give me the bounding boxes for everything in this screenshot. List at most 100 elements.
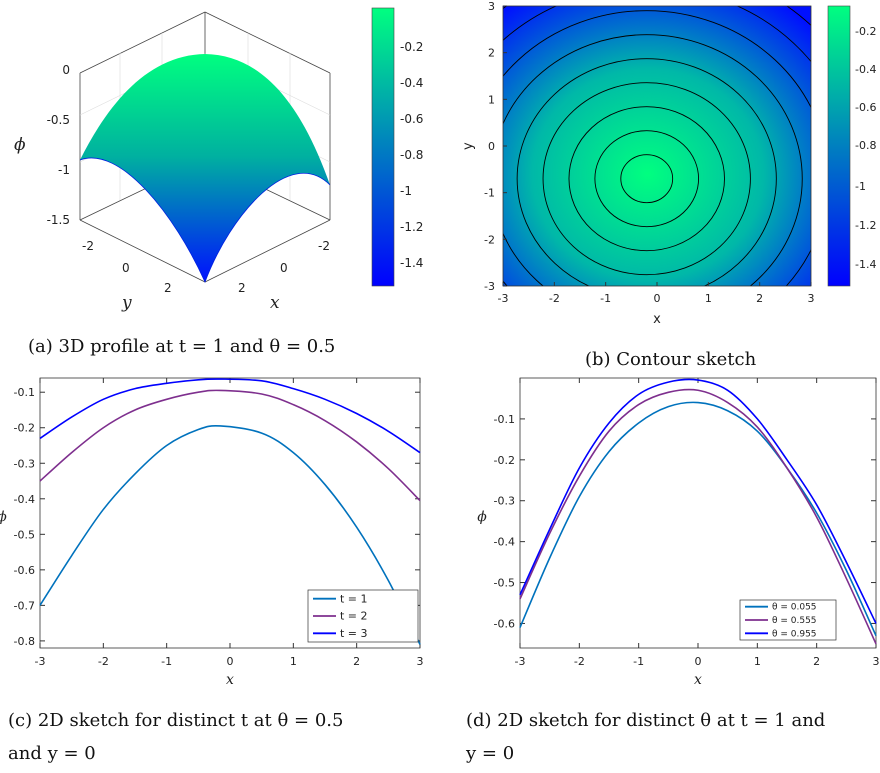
panel-a-surface: 0 -0.5 -1 -1.5 ϕ -2 0 2 y 2 0 -2 x -0.2 … bbox=[14, 7, 423, 357]
colorbar-tick: -0.8 bbox=[855, 139, 876, 152]
y-axis-label: ϕ bbox=[477, 509, 487, 525]
contour-fill bbox=[503, 6, 811, 286]
x-tick-label: 3 bbox=[873, 655, 880, 668]
y-tick-label: -0.3 bbox=[494, 495, 515, 508]
series-line bbox=[39, 389, 421, 502]
colorbar-tick: -1 bbox=[400, 184, 412, 198]
contour-line bbox=[503, 10, 811, 286]
x-tick-label: 0 bbox=[227, 655, 234, 668]
x-tick-label: 0 bbox=[280, 261, 288, 275]
y-tick-label: -0.2 bbox=[14, 422, 35, 435]
legend-entry: θ = 0.055 bbox=[772, 603, 817, 613]
y-tick-label: -2 bbox=[82, 239, 94, 253]
x-tick-label: 1 bbox=[754, 655, 761, 668]
contour-line bbox=[620, 154, 674, 204]
colorbar-b bbox=[827, 5, 851, 287]
x-tick-label: 3 bbox=[808, 292, 815, 305]
colorbar-tick: -0.2 bbox=[400, 40, 423, 54]
colorbar-tick: -0.2 bbox=[855, 25, 876, 38]
caption-a: (a) 3D profile at t = 1 and θ = 0.5 bbox=[28, 336, 335, 357]
legend-entry: t = 1 bbox=[340, 592, 368, 605]
panel-d-line-chart: (d) 2D sketch for distinct θ at t = 1 an… bbox=[465, 377, 880, 764]
contour-y-label: y bbox=[461, 142, 476, 150]
y-tick-label: -0.8 bbox=[14, 635, 35, 648]
y-tick-label: -2 bbox=[484, 233, 495, 246]
colorbar-a bbox=[371, 7, 395, 287]
series-line bbox=[519, 378, 877, 624]
x-tick-label: -1 bbox=[600, 292, 611, 305]
y-axis-label: y bbox=[121, 293, 132, 313]
x-tick-label: 1 bbox=[290, 655, 297, 668]
colorbar-tick: -0.8 bbox=[400, 148, 423, 162]
caption-d-line1: (d) 2D sketch for distinct θ at t = 1 an… bbox=[466, 710, 825, 731]
series-line bbox=[519, 401, 877, 637]
y-tick-label: -3 bbox=[484, 280, 495, 293]
x-tick-label: 2 bbox=[238, 281, 246, 295]
colorbar-tick: -1.2 bbox=[400, 220, 423, 234]
x-tick-label: -3 bbox=[498, 292, 509, 305]
z-tick-label: -1.5 bbox=[47, 213, 70, 227]
y-tick-label: -0.4 bbox=[494, 536, 515, 549]
x-tick-label: -3 bbox=[515, 655, 526, 668]
caption-b: (b) Contour sketch bbox=[585, 349, 757, 370]
x-tick-label: -2 bbox=[549, 292, 560, 305]
legend-entry: θ = 0.555 bbox=[772, 616, 817, 626]
y-tick-label: 3 bbox=[488, 0, 495, 13]
y-tick-label: -0.2 bbox=[494, 454, 515, 467]
x-tick-label: 3 bbox=[417, 655, 424, 668]
colorbar-tick: -0.4 bbox=[855, 63, 876, 76]
colorbar-tick: -1 bbox=[855, 180, 866, 193]
y-tick-label: -0.6 bbox=[14, 564, 35, 577]
contour-lines bbox=[503, 6, 811, 286]
contour-ticks: -3 -2 -1 0 1 2 3 3 2 1 0 -1 -2 -3 bbox=[484, 0, 814, 305]
legend-entry: t = 2 bbox=[340, 610, 368, 623]
y-tick-label: -1 bbox=[484, 187, 495, 200]
contour-line bbox=[542, 82, 751, 276]
x-tick-label: -3 bbox=[35, 655, 46, 668]
legend-entry: t = 3 bbox=[340, 627, 368, 640]
y-tick-label: 2 bbox=[164, 281, 172, 295]
x-tick-label: 2 bbox=[813, 655, 820, 668]
legend-entry: θ = 0.955 bbox=[772, 629, 817, 639]
caption-c-line2: and y = 0 bbox=[8, 743, 96, 764]
x-tick-label: -2 bbox=[574, 655, 585, 668]
x-axis-label: x bbox=[226, 672, 234, 688]
z-tick-label: 0 bbox=[62, 63, 70, 77]
colorbar-tick: -1.2 bbox=[855, 219, 876, 232]
colorbar-tick: -1.4 bbox=[855, 258, 876, 271]
x-tick-label: -2 bbox=[318, 239, 330, 253]
x-axis-label: x bbox=[270, 293, 280, 313]
z-axis-label: ϕ bbox=[14, 135, 26, 155]
colorbar-tick: -0.6 bbox=[855, 101, 876, 114]
panel-b-contour: -3 -2 -1 0 1 2 3 3 2 1 0 -1 -2 -3 x y -0.2 -0.4 -0.6 … bbox=[461, 0, 876, 370]
y-tick-label: 0 bbox=[122, 261, 130, 275]
z-tick-label: -0.5 bbox=[47, 113, 70, 127]
y-tick-label: -0.7 bbox=[14, 599, 35, 612]
y-tick-label: -0.5 bbox=[14, 528, 35, 541]
y-tick-label: 0 bbox=[488, 140, 495, 153]
caption-c-line1: (c) 2D sketch for distinct t at θ = 0.5 bbox=[8, 710, 343, 731]
y-tick-label: -0.3 bbox=[14, 457, 35, 470]
z-tick-label: -1 bbox=[58, 163, 70, 177]
y-tick-label: -0.4 bbox=[14, 493, 35, 506]
series-line bbox=[39, 425, 421, 645]
y-axis-label: ϕ bbox=[0, 509, 7, 525]
y-tick-label: 2 bbox=[488, 47, 495, 60]
x-tick-label: 1 bbox=[705, 292, 712, 305]
contour-line bbox=[516, 58, 777, 286]
panel-c-line-chart: (c) 2D sketch for distinct t at θ = 0.5 … bbox=[0, 377, 424, 764]
surface-mesh bbox=[80, 54, 330, 282]
colorbar-tick: -0.4 bbox=[400, 76, 423, 90]
x-tick-label: 0 bbox=[654, 292, 661, 305]
y-tick-label: -0.1 bbox=[14, 386, 35, 399]
caption-d-line2: y = 0 bbox=[465, 743, 514, 764]
colorbar-b-ticks: -0.2 -0.4 -0.6 -0.8 -1 -1.2 -1.4 bbox=[855, 25, 876, 271]
contour-line bbox=[568, 106, 725, 252]
x-tick-label: 2 bbox=[353, 655, 360, 668]
contour-x-label: x bbox=[653, 312, 661, 327]
x-tick-label: -1 bbox=[633, 655, 644, 668]
colorbar-tick: -1.4 bbox=[400, 256, 423, 270]
x-tick-label: 2 bbox=[756, 292, 763, 305]
contour-line bbox=[594, 130, 700, 228]
